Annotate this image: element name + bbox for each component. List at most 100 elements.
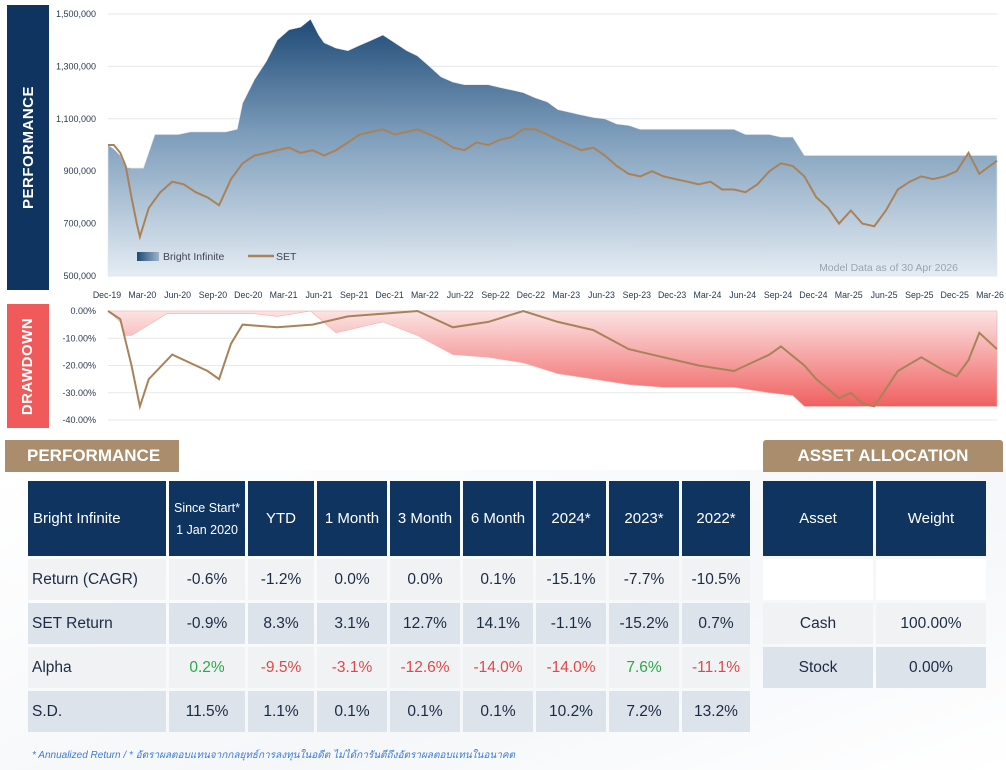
- table-cell: -14.0%: [463, 647, 533, 688]
- column-header-weight: Weight: [876, 481, 986, 556]
- table-cell: -10.5%: [682, 559, 750, 600]
- x-tick-label: Dec-25: [941, 290, 969, 300]
- x-tick-label: Sep-24: [764, 290, 792, 300]
- y-tick-label: 0.00%: [70, 306, 96, 316]
- column-header-since-start: Since Start* 1 Jan 2020: [169, 481, 245, 556]
- table-cell: 12.7%: [390, 603, 460, 644]
- x-tick-label: Sep-21: [340, 290, 368, 300]
- x-tick-label: Sep-20: [199, 290, 227, 300]
- row-label: Alpha: [28, 647, 166, 688]
- x-tick-label: Jun-25: [871, 290, 898, 300]
- x-tick-label: Jun-24: [729, 290, 756, 300]
- table-cell: -15.2%: [609, 603, 679, 644]
- x-tick-label: Mar-21: [270, 290, 298, 300]
- y-tick-label: -30.00%: [62, 388, 96, 398]
- column-header: YTD: [248, 481, 314, 556]
- series-area-bright-infinite: [107, 18, 998, 277]
- series-line-set: [108, 128, 998, 241]
- x-tick-label: Sep-22: [481, 290, 509, 300]
- asset-cell: Stock: [763, 647, 873, 688]
- series-area-bright-infinite-drawdown: [107, 310, 998, 407]
- column-header-asset: Asset: [763, 481, 873, 556]
- table-corner-label: Bright Infinite: [28, 481, 166, 556]
- row-label: SET Return: [28, 603, 166, 644]
- spacer-cell: [876, 559, 986, 600]
- column-header: 1 Month: [317, 481, 387, 556]
- table-cell: -3.1%: [317, 647, 387, 688]
- weight-cell: 0.00%: [876, 647, 986, 688]
- x-tick-label: Mar-20: [128, 290, 156, 300]
- x-tick-label: Dec-21: [375, 290, 403, 300]
- performance-table-header: Bright Infinite Since Start* 1 Jan 2020 …: [28, 481, 750, 556]
- x-tick-label: Sep-25: [905, 290, 933, 300]
- x-tick-label: Jun-22: [447, 290, 474, 300]
- spacer-cell: [763, 559, 873, 600]
- y-tick-label: 1,100,000: [56, 114, 96, 124]
- asset-allocation-table: Asset Weight Cash 100.00% Stock 0.00%: [760, 478, 989, 691]
- x-tick-label: Dec-24: [799, 290, 827, 300]
- table-cell: 7.6%: [609, 647, 679, 688]
- column-header: 6 Month: [463, 481, 533, 556]
- legend-label-set: SET: [276, 251, 297, 263]
- table-row: Return (CAGR) -0.6% -1.2% 0.0% 0.0% 0.1% -15.1…: [28, 559, 750, 600]
- model-data-note: Model Data as of 30 Apr 2026: [819, 262, 958, 274]
- table-cell: -0.9%: [169, 603, 245, 644]
- drawdown-chart: 0.00% -10.00% -20.00% -30.00% -40.00%: [62, 306, 998, 425]
- x-tick-label: Sep-23: [623, 290, 651, 300]
- table-cell: 7.2%: [609, 691, 679, 732]
- table-cell: 10.2%: [536, 691, 606, 732]
- table-cell: -1.1%: [536, 603, 606, 644]
- y-tick-label: -40.00%: [62, 415, 96, 425]
- table-cell: 0.1%: [390, 691, 460, 732]
- table-row: S.D. 11.5% 1.1% 0.1% 0.1% 0.1% 10.2% 7.2% 13.2%: [28, 691, 750, 732]
- asset-allocation-section-title: ASSET ALLOCATION: [763, 440, 1003, 472]
- y-tick-label: 700,000: [63, 219, 96, 229]
- table-row: SET Return -0.9% 8.3% 3.1% 12.7% 14.1% -1.1% -1…: [28, 603, 750, 644]
- y-tick-label: 500,000: [63, 271, 96, 281]
- x-tick-label: Dec-20: [234, 290, 262, 300]
- table-cell: 13.2%: [682, 691, 750, 732]
- performance-section-title: PERFORMANCE: [5, 440, 179, 472]
- table-row: [763, 559, 986, 600]
- column-header: 2023*: [609, 481, 679, 556]
- y-tick-label: 1,500,000: [56, 9, 96, 19]
- table-cell: -12.6%: [390, 647, 460, 688]
- table-cell: 0.0%: [317, 559, 387, 600]
- legend-swatch-bright-infinite: [137, 252, 159, 261]
- x-tick-label: Jun-21: [305, 290, 332, 300]
- x-tick-label: Mar-22: [411, 290, 439, 300]
- drawdown-panel-label: DRAWDOWN: [7, 304, 49, 428]
- y-tick-label: -20.00%: [62, 361, 96, 371]
- series-line-set-drawdown: [107, 309, 998, 411]
- x-tick-label: Mar-24: [694, 290, 722, 300]
- x-tick-label: Mar-23: [552, 290, 580, 300]
- x-tick-label: Mar-25: [835, 290, 863, 300]
- asset-cell: Cash: [763, 603, 873, 644]
- performance-table: Bright Infinite Since Start* 1 Jan 2020 …: [25, 478, 753, 735]
- performance-panel-label: PERFORMANCE: [7, 5, 49, 290]
- weight-cell: 100.00%: [876, 603, 986, 644]
- column-header: 2024*: [536, 481, 606, 556]
- allocation-table-header: Asset Weight: [763, 481, 986, 556]
- footnote: * Annualized Return / * อัตราผลตอบแทนจาก…: [32, 750, 516, 761]
- table-cell: 0.2%: [169, 647, 245, 688]
- table-cell: 0.1%: [463, 559, 533, 600]
- table-cell: 0.7%: [682, 603, 750, 644]
- table-cell: -1.2%: [248, 559, 314, 600]
- table-row: Alpha 0.2% -9.5% -3.1% -12.6% -14.0% -14.0% 7.6…: [28, 647, 750, 688]
- table-cell: 8.3%: [248, 603, 314, 644]
- table-cell: 11.5%: [169, 691, 245, 732]
- legend-label-bright-infinite: Bright Infinite: [163, 251, 224, 263]
- table-cell: -0.6%: [169, 559, 245, 600]
- table-cell: -14.0%: [536, 647, 606, 688]
- table-cell: 3.1%: [317, 603, 387, 644]
- table-cell: 0.1%: [317, 691, 387, 732]
- x-tick-label: Dec-23: [658, 290, 686, 300]
- since-start-line1: Since Start*: [173, 500, 240, 515]
- y-tick-label: 1,300,000: [56, 61, 96, 71]
- table-row: Cash 100.00%: [763, 603, 986, 644]
- table-cell: 0.0%: [390, 559, 460, 600]
- column-header: 2022*: [682, 481, 750, 556]
- table-cell: 14.1%: [463, 603, 533, 644]
- y-tick-label: 900,000: [63, 166, 96, 176]
